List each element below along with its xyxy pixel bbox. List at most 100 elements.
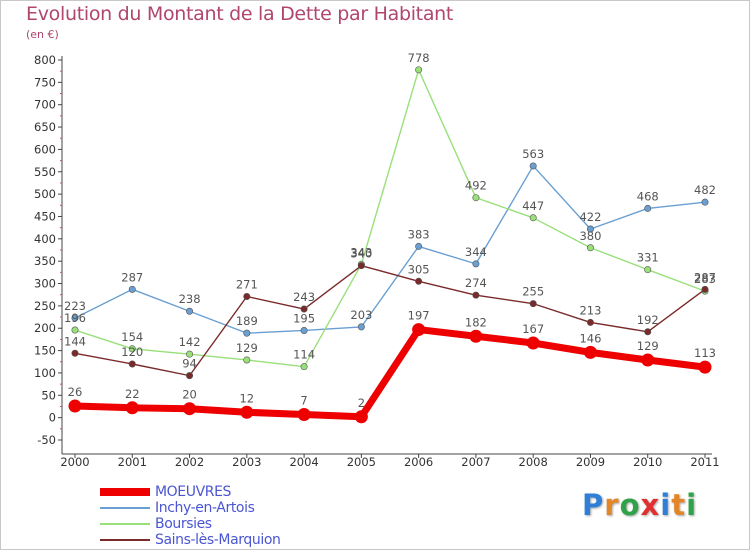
data-point — [412, 323, 426, 337]
legend-item: Inchy-en-Artois — [100, 500, 360, 516]
data-point — [128, 360, 136, 368]
data-label: 238 — [179, 292, 201, 306]
legend-item: MOEUVRES — [100, 484, 360, 500]
logo-letter: t — [671, 488, 687, 522]
data-label: 563 — [522, 147, 544, 161]
data-label: 203 — [350, 308, 372, 322]
legend-swatch — [100, 539, 150, 541]
data-label: 380 — [579, 229, 601, 243]
data-point — [71, 349, 79, 357]
data-label: 305 — [408, 262, 430, 276]
data-point — [586, 225, 594, 233]
y-tick-label: 700 — [34, 98, 56, 112]
x-tick-label: 2001 — [118, 455, 147, 469]
data-point — [128, 285, 136, 293]
data-label: 287 — [121, 270, 143, 284]
data-point — [529, 162, 537, 170]
data-point — [297, 408, 311, 422]
data-point — [415, 66, 423, 74]
data-label: 223 — [64, 299, 86, 313]
data-point — [357, 262, 365, 270]
data-point — [186, 350, 194, 358]
data-label: 243 — [293, 290, 315, 304]
logo-letter: r — [604, 488, 620, 522]
legend-item: Sains-lès-Marquion — [100, 532, 360, 548]
data-label: 492 — [465, 179, 487, 193]
x-tick-label: 2008 — [519, 455, 548, 469]
data-label: 344 — [465, 245, 487, 259]
data-label: 383 — [408, 227, 430, 241]
x-tick-label: 2000 — [60, 455, 89, 469]
legend-label: MOEUVRES — [155, 484, 232, 500]
y-tick-label: 300 — [34, 277, 56, 291]
data-point — [472, 291, 480, 299]
y-tick-label: 0 — [49, 411, 56, 425]
data-point — [701, 198, 709, 206]
y-tick-label: 750 — [34, 75, 56, 89]
data-point — [586, 318, 594, 326]
legend-label: Sains-lès-Marquion — [155, 532, 281, 548]
data-point — [125, 401, 139, 415]
data-point — [357, 323, 365, 331]
data-point — [300, 326, 308, 334]
data-label: 189 — [236, 314, 258, 328]
data-label: 120 — [121, 345, 143, 359]
data-label: 20 — [182, 388, 197, 402]
x-tick-label: 2007 — [461, 455, 490, 469]
y-tick-label: 550 — [34, 165, 56, 179]
data-point — [186, 307, 194, 315]
data-point — [243, 292, 251, 300]
data-label: 146 — [579, 331, 601, 345]
legend-swatch — [100, 507, 150, 509]
data-label: 213 — [579, 303, 601, 317]
legend-swatch — [100, 523, 150, 525]
x-tick-label: 2002 — [175, 455, 204, 469]
data-point — [472, 194, 480, 202]
data-point — [415, 277, 423, 285]
chart-title: Evolution du Montant de la Dette par Hab… — [26, 3, 454, 25]
y-tick-label: 250 — [34, 299, 56, 313]
data-point — [415, 242, 423, 250]
data-point — [128, 345, 136, 353]
data-point — [68, 399, 82, 413]
data-label: 192 — [637, 313, 659, 327]
data-point — [300, 363, 308, 371]
data-label: 144 — [64, 334, 86, 348]
data-label: 197 — [408, 309, 430, 323]
data-point — [240, 405, 254, 419]
data-label: 129 — [637, 339, 659, 353]
data-label: 255 — [522, 285, 544, 299]
series-line-moeuvres — [71, 326, 709, 421]
data-label: 182 — [465, 315, 487, 329]
legend-swatch — [100, 488, 150, 496]
x-tick-label: 2004 — [289, 455, 318, 469]
data-label: 283 — [694, 272, 716, 286]
data-label: 340 — [350, 247, 372, 261]
x-tick-label: 2009 — [576, 455, 605, 469]
data-point — [472, 260, 480, 268]
data-point — [186, 372, 194, 380]
y-tick-label: 650 — [34, 120, 56, 134]
y-tick-label: 600 — [34, 142, 56, 156]
data-point — [644, 204, 652, 212]
legend-item: Boursies — [100, 516, 360, 532]
data-point — [698, 360, 712, 374]
data-label: 274 — [465, 276, 487, 290]
data-label: 778 — [408, 51, 430, 65]
series-line-boursies — [74, 69, 706, 368]
data-point — [641, 353, 655, 367]
data-point — [469, 329, 483, 343]
data-point — [529, 300, 537, 308]
data-label: 331 — [637, 251, 659, 265]
logo-letter: o — [619, 488, 641, 522]
data-point — [586, 244, 594, 252]
data-label: 2 — [358, 396, 365, 410]
y-tick-label: -50 — [37, 433, 56, 447]
data-label: 114 — [293, 348, 315, 362]
data-point — [583, 345, 597, 359]
data-label: 468 — [637, 189, 659, 203]
series-line-sains-l-s-marquion — [74, 264, 706, 377]
data-label: 7 — [300, 394, 307, 408]
y-tick-label: 200 — [34, 321, 56, 335]
